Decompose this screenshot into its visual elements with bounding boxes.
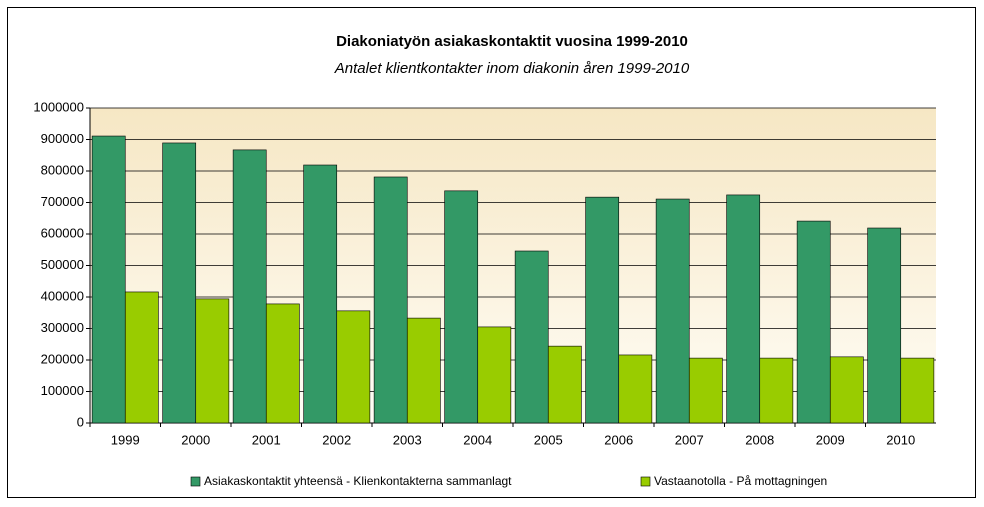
bar: [867, 227, 902, 424]
chart-title: Diakoniatyön asiakaskontaktit vuosina 19…: [336, 33, 688, 50]
y-tick-label: 900000: [41, 131, 84, 146]
x-tick-label: 1999: [111, 432, 140, 447]
legend-swatch: [640, 476, 651, 487]
bar: [688, 357, 723, 424]
legend-swatch: [190, 476, 201, 487]
legend-label: Vastaanotolla - På mottagningen: [654, 474, 827, 488]
y-tick-label: 500000: [41, 257, 84, 272]
bar: [195, 298, 230, 424]
bar: [726, 194, 761, 424]
bar: [303, 164, 338, 424]
x-tick-label: 2001: [252, 432, 281, 447]
chart-subtitle: Antalet klientkontakter inom diakonin år…: [334, 60, 690, 77]
x-tick-label: 2008: [745, 432, 774, 447]
bar: [124, 291, 159, 424]
y-tick-label: 1000000: [33, 99, 84, 114]
bar: [444, 190, 479, 424]
x-tick-label: 2009: [816, 432, 845, 447]
bar: [232, 149, 267, 424]
bar: [759, 357, 794, 424]
bar: [655, 198, 690, 424]
bar: [829, 356, 864, 424]
bar: [585, 196, 620, 424]
y-tick-label: 800000: [41, 162, 84, 177]
y-tick-label: 200000: [41, 351, 84, 366]
y-tick-label: 0: [77, 414, 84, 429]
bar: [162, 142, 197, 424]
x-tick-label: 2006: [604, 432, 633, 447]
bar: [547, 345, 582, 424]
bar: [373, 176, 408, 424]
x-tick-label: 2003: [393, 432, 422, 447]
y-tick-label: 600000: [41, 225, 84, 240]
y-tick-label: 300000: [41, 320, 84, 335]
x-tick-label: 2000: [181, 432, 210, 447]
bar: [796, 220, 831, 424]
y-tick-label: 400000: [41, 288, 84, 303]
bar: [91, 135, 126, 424]
bar: [265, 303, 300, 424]
x-tick-label: 2004: [463, 432, 492, 447]
legend-label: Asiakaskontaktit yhteensä - Klienkontakt…: [204, 474, 512, 488]
bar: [406, 317, 441, 424]
x-tick-label: 2007: [675, 432, 704, 447]
y-tick-label: 700000: [41, 194, 84, 209]
bar: [477, 326, 512, 424]
bar: [900, 357, 935, 424]
bar: [618, 354, 653, 424]
x-tick-label: 2005: [534, 432, 563, 447]
x-tick-label: 2010: [886, 432, 915, 447]
bar: [514, 250, 549, 424]
y-tick-label: 100000: [41, 383, 84, 398]
x-tick-label: 2002: [322, 432, 351, 447]
bar: [336, 310, 371, 424]
